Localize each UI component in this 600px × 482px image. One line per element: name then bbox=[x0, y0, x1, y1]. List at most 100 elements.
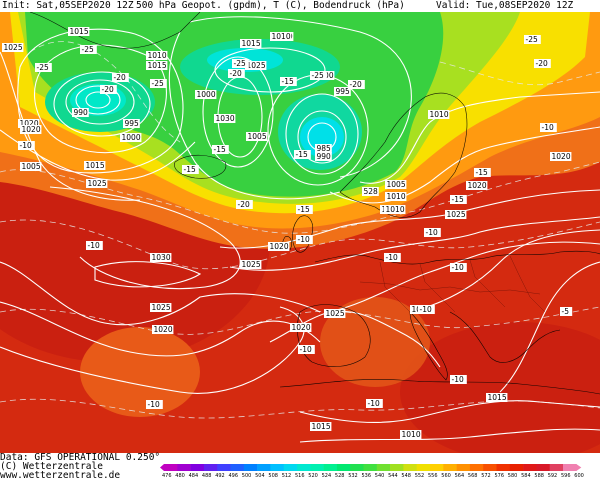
pressure-label: 1020 bbox=[550, 152, 572, 161]
coast-iceland bbox=[174, 154, 227, 179]
temperature-label-text: -15 bbox=[184, 165, 196, 174]
border-5 bbox=[359, 281, 541, 295]
temperature-label: -25 bbox=[150, 79, 167, 88]
isobar-mid-ring-3 bbox=[214, 47, 326, 93]
colorbar-swatch bbox=[323, 464, 338, 471]
temperature-label-text: -15 bbox=[476, 168, 488, 177]
temperature-label-text: -10 bbox=[452, 375, 464, 384]
pressure-label-bg bbox=[150, 303, 172, 312]
pressure-label-bg bbox=[2, 43, 24, 52]
temperature-label: -20 bbox=[112, 73, 129, 82]
colorbar-swatch bbox=[390, 464, 404, 471]
colorbar-swatch bbox=[297, 464, 311, 471]
temperature-label-text: -20 bbox=[238, 200, 250, 209]
pressure-label: 995 bbox=[123, 119, 140, 128]
pressure-label-text: 990 bbox=[74, 108, 89, 117]
temperature-label-bg bbox=[182, 165, 199, 174]
temperature-label: -20 bbox=[236, 200, 253, 209]
temperature-label: -10 bbox=[540, 123, 557, 132]
pressure-label-bg bbox=[84, 161, 106, 170]
temperature-label: -10 bbox=[366, 399, 383, 408]
isobar-1025-south bbox=[0, 261, 321, 326]
colorbar-swatch bbox=[190, 464, 205, 471]
isobar-north-1010 bbox=[189, 16, 412, 178]
pressure-label-text: 1020 bbox=[270, 242, 289, 251]
temperature-label: -5 bbox=[560, 307, 573, 316]
pressure-label-bg bbox=[240, 39, 262, 48]
pressure-label-bg bbox=[150, 253, 172, 262]
pressure-label-bg bbox=[400, 430, 422, 439]
temperature-label-bg bbox=[18, 141, 35, 150]
pressure-label: 1010 bbox=[146, 51, 168, 60]
colorbar-label: 540 bbox=[375, 473, 385, 479]
temperature-label-bg bbox=[450, 195, 467, 204]
footer-data-source: Data: GFS OPERATIONAL 0.250° bbox=[0, 452, 161, 463]
isobar-1025-east bbox=[329, 241, 600, 313]
pressure-label-bg bbox=[270, 32, 292, 41]
pressure-label: 1020 bbox=[466, 181, 488, 190]
colorbar-label: 580 bbox=[508, 473, 518, 479]
colorbar-label: 544 bbox=[388, 473, 398, 479]
colorbar-swatch bbox=[203, 464, 218, 471]
pressure-label-bg bbox=[466, 181, 488, 190]
temperature-label-bg bbox=[310, 71, 327, 80]
pressure-label: 1025 bbox=[324, 309, 346, 318]
colorbar-label: 488 bbox=[202, 473, 212, 479]
pressure-label-text: 1010 bbox=[386, 205, 405, 214]
field-orange-sw bbox=[80, 327, 200, 417]
pressure-label: 1000 bbox=[120, 133, 142, 142]
colorbar-label: 592 bbox=[548, 473, 558, 479]
colorbar-swatch bbox=[310, 464, 324, 471]
temperature-label-bg bbox=[560, 307, 573, 316]
temperature-label: -15 bbox=[280, 77, 297, 86]
temperature-label-bg bbox=[296, 205, 313, 214]
pressure-label: 1025 bbox=[86, 179, 108, 188]
temperature-label-text: -10 bbox=[542, 123, 554, 132]
colorbar-swatch bbox=[469, 464, 484, 471]
isobar-1010-europe bbox=[359, 91, 600, 184]
isobar-1010-far-east bbox=[499, 261, 600, 393]
pressure-label-bg bbox=[310, 422, 332, 431]
pressure-label-bg bbox=[20, 125, 42, 134]
colorbar-label: 536 bbox=[362, 473, 372, 479]
temperature-label-text: -20 bbox=[102, 85, 114, 94]
colorbar-swatch bbox=[164, 464, 178, 471]
pressure-label: 1015 bbox=[68, 27, 90, 36]
temp-isoline-2 bbox=[0, 306, 600, 335]
colorbar-label: 496 bbox=[229, 473, 239, 479]
pressure-label-bg bbox=[240, 260, 262, 269]
temp-isoline-1 bbox=[0, 219, 600, 270]
colorbar-label: 564 bbox=[455, 473, 465, 479]
pressure-label-bg bbox=[385, 180, 407, 189]
pressure-label-text: 1025 bbox=[88, 179, 107, 188]
pressure-label: 990 bbox=[72, 108, 89, 117]
temperature-label-bg bbox=[296, 235, 313, 244]
isobar-1025-europe bbox=[229, 216, 600, 271]
colorbar-swatch bbox=[257, 464, 271, 471]
pressure-label: 1010 bbox=[384, 205, 406, 214]
pressure-label: 1010 bbox=[385, 192, 407, 201]
pressure-label-text: 1025 bbox=[152, 303, 171, 312]
temperature-label-bg bbox=[450, 375, 467, 384]
temperature-label-bg bbox=[298, 345, 315, 354]
temperature-label: -10 bbox=[384, 253, 401, 262]
pressure-label-bg bbox=[72, 108, 89, 117]
valid-time: Valid: Tue,08SEP2020 12Z bbox=[436, 0, 574, 11]
colorbar-label: 588 bbox=[534, 473, 544, 479]
colorbar-swatch bbox=[350, 464, 364, 471]
isobar-1010-med bbox=[299, 428, 600, 443]
temperature-label-bg bbox=[236, 200, 253, 209]
pressure-label-text: 1015 bbox=[312, 422, 331, 431]
pressure-label: 1030 bbox=[150, 253, 172, 262]
temperature-label-text: -10 bbox=[426, 228, 438, 237]
pressure-label-text: 1020 bbox=[20, 119, 39, 128]
colorbar-swatch bbox=[270, 464, 284, 471]
isobar-central-low-990 bbox=[297, 110, 347, 164]
pressure-label: 990 bbox=[315, 152, 332, 161]
colorbar-swatch bbox=[177, 464, 191, 471]
temperature-label-bg bbox=[228, 69, 245, 78]
temperature-label-bg bbox=[348, 80, 365, 89]
temperature-label: -15 bbox=[182, 165, 199, 174]
pressure-label-text: 1010 bbox=[387, 192, 406, 201]
border-4 bbox=[509, 255, 546, 313]
